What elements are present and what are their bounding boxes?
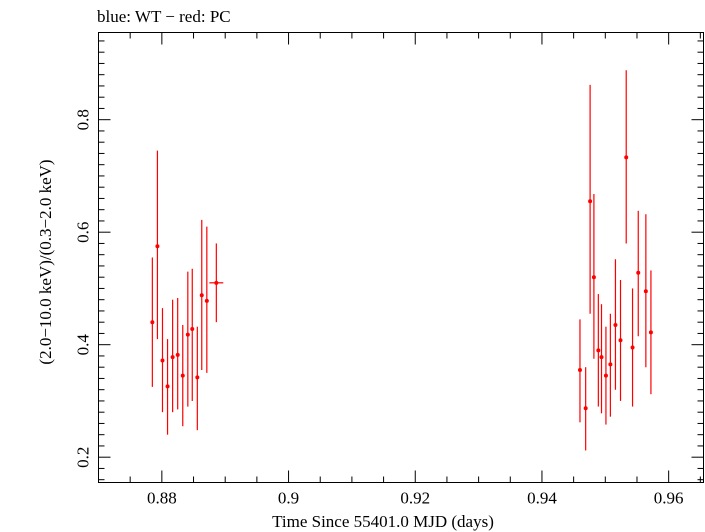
data-point <box>195 326 200 431</box>
data-marker <box>160 358 165 363</box>
data-marker <box>190 326 195 331</box>
data-point <box>199 219 204 370</box>
data-marker <box>577 368 582 372</box>
data-marker <box>599 355 604 360</box>
data-marker <box>603 373 608 378</box>
x-tick-label: 0.92 <box>400 489 430 508</box>
data-point <box>599 304 604 414</box>
data-point <box>591 193 596 359</box>
data-point <box>155 150 160 340</box>
data-marker <box>643 289 648 294</box>
data-point <box>204 226 209 373</box>
data-point <box>588 84 593 314</box>
y-axis-ticks: 0.2 0.4 0.6 0.8 <box>74 40 704 481</box>
x-axis-ticks: 0.88 0.9 0.92 0.94 0.96 <box>98 32 701 508</box>
data-point <box>190 268 195 401</box>
data-marker <box>588 199 593 204</box>
data-point <box>643 214 648 368</box>
data-point <box>636 210 641 337</box>
x-tick-label: 0.88 <box>147 489 177 508</box>
data-point <box>165 339 170 435</box>
data-point <box>150 257 155 387</box>
x-tick-label: 0.94 <box>527 489 557 508</box>
data-marker <box>204 298 209 303</box>
data-point <box>596 294 601 407</box>
data-points <box>150 70 653 451</box>
y-tick-label: 0.2 <box>74 447 93 468</box>
data-point <box>209 243 224 323</box>
chart-title: blue: WT − red: PC <box>97 7 231 26</box>
data-point <box>577 319 582 423</box>
data-marker <box>165 384 170 389</box>
data-marker <box>185 332 190 337</box>
y-tick-label: 0.4 <box>74 334 93 356</box>
x-axis-label: Time Since 55401.0 MJD (days) <box>272 512 494 531</box>
data-marker <box>630 345 635 350</box>
data-marker <box>591 275 596 280</box>
y-tick-label: 0.6 <box>74 222 93 243</box>
data-point <box>185 271 190 407</box>
data-marker <box>199 293 204 298</box>
data-marker <box>608 362 613 367</box>
y-tick-label: 0.8 <box>74 109 93 130</box>
data-marker <box>150 320 155 325</box>
x-tick-label: 0.96 <box>654 489 684 508</box>
data-marker <box>624 155 629 160</box>
data-marker <box>195 375 200 380</box>
data-marker <box>214 280 219 285</box>
data-point <box>160 308 165 413</box>
data-point <box>603 326 608 425</box>
data-point <box>630 288 635 407</box>
data-marker <box>155 244 160 249</box>
plot-frame <box>98 32 704 483</box>
data-marker <box>170 355 175 360</box>
data-point <box>608 313 613 417</box>
data-point <box>180 325 185 427</box>
data-point <box>624 70 629 244</box>
data-marker <box>180 373 185 378</box>
data-marker <box>596 348 601 353</box>
y-axis-label: (2.0−10.0 keV)/(0.3−2.0 keV) <box>36 159 55 364</box>
data-marker <box>636 270 641 275</box>
data-point <box>170 299 175 413</box>
data-point <box>648 270 653 395</box>
data-point <box>175 298 180 410</box>
data-marker <box>648 330 653 335</box>
data-point <box>613 259 618 390</box>
data-point <box>583 367 588 451</box>
x-tick-label: 0.9 <box>278 489 299 508</box>
data-marker <box>613 323 618 327</box>
data-marker <box>618 338 623 343</box>
data-marker <box>175 352 180 357</box>
data-point <box>618 280 623 401</box>
data-marker <box>583 406 588 411</box>
